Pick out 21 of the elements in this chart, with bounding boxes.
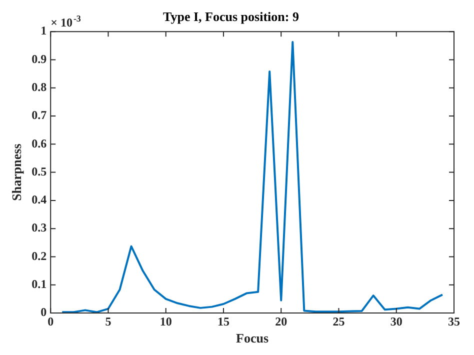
x-tick-label: 25: [332, 314, 345, 328]
y-tick-label: 0.5: [32, 164, 47, 178]
y-tick-label: 0: [40, 305, 47, 320]
y-tick-label: 0.4: [32, 192, 47, 207]
x-axis-title: Focus: [236, 330, 269, 346]
x-tick-label: 5: [105, 314, 112, 328]
y-tick-label: 0.6: [32, 136, 47, 150]
y-tick-label: 0.9: [32, 52, 47, 66]
x-tick-label: 10: [160, 314, 172, 328]
x-tick-label: 30: [390, 314, 402, 328]
y-tick-label: 0.3: [32, 220, 47, 235]
y-tick-label: 0.2: [32, 248, 47, 263]
x-tick-label: 20: [275, 314, 288, 328]
y-tick-label: 1: [40, 24, 47, 38]
y-axis-title: Sharpness: [9, 144, 24, 201]
y-tick-label: 0.8: [32, 80, 47, 94]
x-tick-label: 35: [448, 314, 460, 328]
y-tick-label: 0.7: [32, 108, 47, 122]
x-tick-label: 15: [217, 314, 230, 328]
y-tick-label: 0.1: [32, 276, 47, 291]
chart-title: Type I, Focus position: 9: [163, 9, 300, 24]
